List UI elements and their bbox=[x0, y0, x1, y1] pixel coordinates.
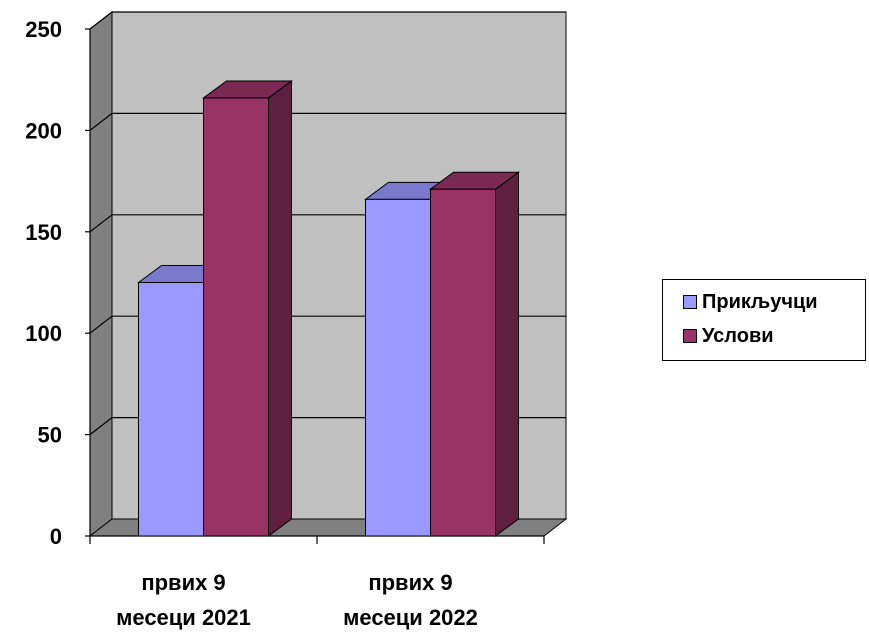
x-category-label: месеци 2022 bbox=[343, 605, 478, 630]
y-tick-label: 200 bbox=[25, 118, 62, 143]
bar-front bbox=[430, 188, 496, 537]
bar-side bbox=[495, 171, 519, 537]
legend-label: Прикључци bbox=[702, 290, 818, 313]
legend-swatch bbox=[683, 295, 697, 309]
y-tick-label: 150 bbox=[25, 220, 62, 245]
y-tick-label: 250 bbox=[25, 17, 62, 42]
x-category-label: првих 9 bbox=[368, 570, 452, 595]
legend-item-uslovi: Услови bbox=[683, 324, 774, 348]
bar-side bbox=[268, 79, 292, 537]
bar-front bbox=[203, 97, 269, 537]
legend-item-prikljucci: Прикључци bbox=[683, 290, 818, 314]
gridline bbox=[89, 112, 566, 131]
bar-front bbox=[365, 198, 431, 537]
y-tick-labels: 0 50 100 150 200 250 bbox=[25, 17, 62, 549]
y-tick-label: 100 bbox=[25, 321, 62, 346]
bar bbox=[428, 171, 521, 537]
legend: Прикључци Услови bbox=[662, 279, 866, 361]
gridline bbox=[89, 11, 566, 30]
bar bbox=[201, 79, 294, 537]
y-tick-label: 0 bbox=[50, 524, 62, 549]
x-category-label: месеци 2021 bbox=[116, 605, 251, 630]
legend-swatch bbox=[683, 329, 697, 343]
legend-label: Услови bbox=[702, 324, 774, 347]
bars bbox=[136, 79, 521, 537]
x-category-label: првих 9 bbox=[141, 570, 225, 595]
x-category-labels: првих 9 месеци 2021 првих 9 месеци 2022 bbox=[116, 570, 478, 630]
side-wall bbox=[89, 10, 113, 538]
y-tick-label: 50 bbox=[38, 423, 62, 448]
bar-front bbox=[138, 282, 204, 537]
